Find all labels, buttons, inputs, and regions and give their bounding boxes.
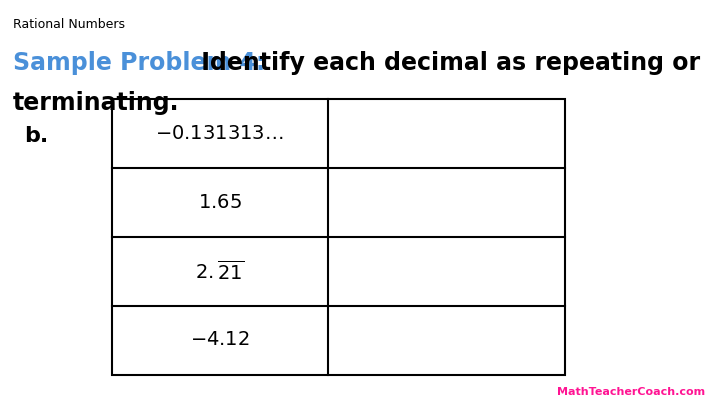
Text: $1.65$: $1.65$ xyxy=(198,194,241,211)
Text: $2.\overline{21}$: $2.\overline{21}$ xyxy=(195,260,244,283)
Text: Identify each decimal as repeating or: Identify each decimal as repeating or xyxy=(193,51,700,75)
Text: Rational Numbers: Rational Numbers xyxy=(13,18,125,31)
Text: b.: b. xyxy=(24,126,48,145)
Text: MathTeacherCoach.com: MathTeacherCoach.com xyxy=(557,387,706,397)
Text: Sample Problem 4:: Sample Problem 4: xyxy=(13,51,265,75)
Bar xyxy=(112,99,565,375)
Text: $-4.12$: $-4.12$ xyxy=(190,331,249,349)
Text: terminating.: terminating. xyxy=(13,91,179,115)
Text: $-0.131313\ldots$: $-0.131313\ldots$ xyxy=(156,125,284,143)
